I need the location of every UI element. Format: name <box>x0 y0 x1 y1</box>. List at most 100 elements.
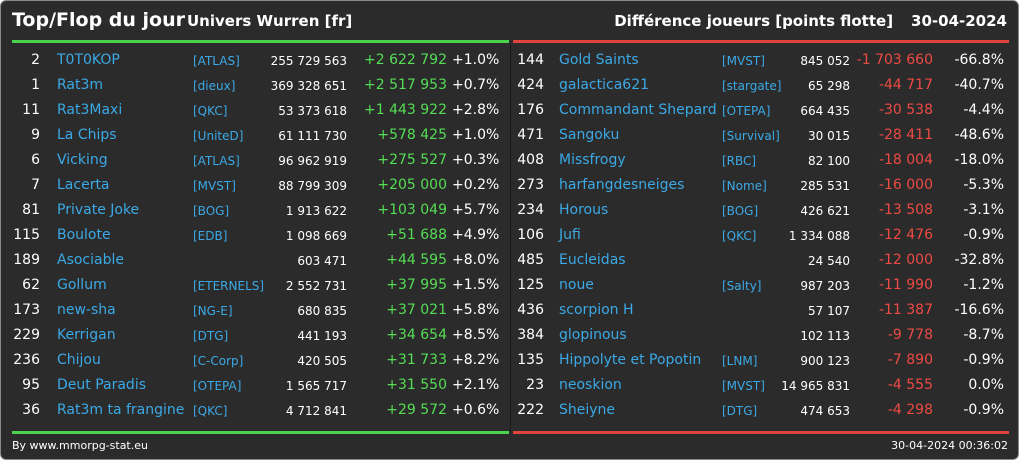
score-difference: -28 411 <box>878 127 933 143</box>
player-score: 65 298 <box>808 79 850 93</box>
player-score: 30 015 <box>808 129 850 143</box>
player-name-link[interactable]: Sangoku <box>559 127 620 143</box>
alliance-tag-link[interactable]: [stargate] <box>722 79 782 93</box>
percent-change: 0.0% <box>968 377 1004 393</box>
alliance-tag-link[interactable]: [dieux] <box>193 79 236 93</box>
alliance-tag-link[interactable]: [MVST] <box>722 379 765 393</box>
alliance-tag-link[interactable]: [Survival] <box>722 129 780 143</box>
player-name-link[interactable]: Chijou <box>57 352 101 368</box>
score-difference: -30 538 <box>878 102 933 118</box>
header-right: Différence joueurs [points flotte] 30-04-… <box>614 12 1007 30</box>
player-rank: 62 <box>22 277 40 293</box>
metric-label: Différence joueurs [points flotte] <box>614 12 894 30</box>
player-score: 845 052 <box>800 54 850 68</box>
player-name-link[interactable]: Asociable <box>57 252 124 268</box>
player-rank: 436 <box>517 302 544 318</box>
player-name-link[interactable]: Sheiyne <box>559 402 616 418</box>
alliance-tag-link[interactable]: [Salty] <box>722 279 762 293</box>
player-score: 1 334 088 <box>788 229 850 243</box>
player-score: 664 435 <box>800 104 850 118</box>
player-name-link[interactable]: Rat3m ta frangine <box>57 402 185 418</box>
alliance-tag-link[interactable]: [RBC] <box>722 154 757 168</box>
player-name-link[interactable]: noue <box>559 277 594 293</box>
alliance-tag-link[interactable]: [ATLAS] <box>193 154 240 168</box>
score-difference: +578 425 <box>377 127 447 143</box>
player-rank: 229 <box>13 327 40 343</box>
alliance-tag-link[interactable]: [QKC] <box>722 229 757 243</box>
alliance-tag-link[interactable]: [ATLAS] <box>193 54 240 68</box>
alliance-tag-link[interactable]: [DTG] <box>193 329 229 343</box>
player-name-link[interactable]: glopinous <box>559 327 627 343</box>
player-name-link[interactable]: Lacerta <box>57 177 110 193</box>
player-name-link[interactable]: Horous <box>559 202 609 218</box>
top-row: 6 Vicking [ATLAS] 96 962 919 +275 527 +0.3% <box>12 148 509 173</box>
player-rank: 95 <box>22 377 40 393</box>
percent-change: -8.7% <box>963 327 1004 343</box>
player-name-link[interactable]: La Chips <box>57 127 117 143</box>
player-rank: 115 <box>13 227 40 243</box>
alliance-tag-link[interactable]: [QKC] <box>193 404 228 418</box>
player-name-link[interactable]: new-sha <box>57 302 116 318</box>
flop-row: 135 Hippolyte et Popotin [LNM] 900 123 -7 89… <box>513 348 1009 373</box>
player-name-link[interactable]: Gold Saints <box>559 52 639 68</box>
alliance-tag-link[interactable]: [DTG] <box>722 404 758 418</box>
alliance-tag-link[interactable]: [EDB] <box>193 229 228 243</box>
page-title: Top/Flop du jour <box>12 9 185 31</box>
player-name-link[interactable]: Deut Paradis <box>57 377 147 393</box>
player-name-link[interactable]: Hippolyte et Popotin <box>559 352 702 368</box>
player-name-link[interactable]: Gollum <box>57 277 107 293</box>
score-difference: -12 000 <box>878 252 933 268</box>
alliance-tag-link[interactable]: [C-Corp] <box>193 354 244 368</box>
player-name-link[interactable]: Eucleidas <box>559 252 626 268</box>
player-name-link[interactable]: harfangdesneiges <box>559 177 685 193</box>
player-name-link[interactable]: scorpion H <box>559 302 634 318</box>
percent-change: +2.8% <box>452 102 500 118</box>
player-score: 53 373 618 <box>278 104 347 118</box>
player-name-link[interactable]: galactica621 <box>559 77 650 93</box>
percent-change: +4.9% <box>452 227 500 243</box>
flop-row: 222 Sheiyne [DTG] 474 653 -4 298 -0.9% <box>513 398 1009 423</box>
player-name-link[interactable]: Private Joke <box>57 202 140 218</box>
player-name-link[interactable]: Commandant Shepard <box>559 102 717 118</box>
player-rank: 424 <box>517 77 544 93</box>
player-name-link[interactable]: Rat3Maxi <box>57 102 123 118</box>
flop-row: 106 Jufi [QKC] 1 334 088 -12 476 -0.9% <box>513 223 1009 248</box>
player-name-link[interactable]: Boulote <box>57 227 111 243</box>
alliance-tag-link[interactable]: [NG-E] <box>193 304 233 318</box>
player-name-link[interactable]: T0T0KOP <box>57 52 120 68</box>
alliance-tag-link[interactable]: [LNM] <box>722 354 758 368</box>
alliance-tag-link[interactable]: [Nome] <box>722 179 767 193</box>
player-score: 603 471 <box>297 254 347 268</box>
top-row: 173 new-sha [NG-E] 680 835 +37 021 +5.8% <box>12 298 509 323</box>
alliance-tag-link[interactable]: [BOG] <box>193 204 230 218</box>
player-score: 61 111 730 <box>278 129 347 143</box>
player-name-link[interactable]: neoskion <box>559 377 622 393</box>
player-score: 102 113 <box>800 329 850 343</box>
flop-accent-bar <box>513 40 1009 43</box>
score-difference: +275 527 <box>377 152 447 168</box>
alliance-tag-link[interactable]: [QKC] <box>193 104 228 118</box>
score-difference: +51 688 <box>386 227 447 243</box>
player-name-link[interactable]: Rat3m <box>57 77 104 93</box>
player-name-link[interactable]: Jufi <box>559 227 581 243</box>
alliance-tag-link[interactable]: [OTEPA] <box>193 379 242 393</box>
score-difference: +37 995 <box>386 277 447 293</box>
alliance-tag-link[interactable]: [UniteD] <box>193 129 244 143</box>
player-score: 441 193 <box>297 329 347 343</box>
alliance-tag-link[interactable]: [MVST] <box>722 54 765 68</box>
score-difference: +205 000 <box>377 177 447 193</box>
flop-row: 125 noue [Salty] 987 203 -11 990 -1.2% <box>513 273 1009 298</box>
alliance-tag-link[interactable]: [BOG] <box>722 204 759 218</box>
alliance-tag-link[interactable]: [OTEPA] <box>722 104 771 118</box>
alliance-tag-link[interactable]: [ETERNELS] <box>193 279 265 293</box>
alliance-tag-link[interactable]: [MVST] <box>193 179 236 193</box>
player-name-link[interactable]: Kerrigan <box>57 327 116 343</box>
top-row: 2 T0T0KOP [ATLAS] 255 729 563 +2 622 792 +1.0… <box>12 48 509 73</box>
player-name-link[interactable]: Missfrogy <box>559 152 626 168</box>
flop-row: 471 Sangoku [Survival] 30 015 -28 411 -48.6% <box>513 123 1009 148</box>
player-name-link[interactable]: Vicking <box>57 152 108 168</box>
flop-row: 273 harfangdesneiges [Nome] 285 531 -16 000 -… <box>513 173 1009 198</box>
percent-change: -5.3% <box>963 177 1004 193</box>
player-score: 1 565 717 <box>285 379 347 393</box>
flop-row: 436 scorpion H 57 107 -11 387 -16.6% <box>513 298 1009 323</box>
